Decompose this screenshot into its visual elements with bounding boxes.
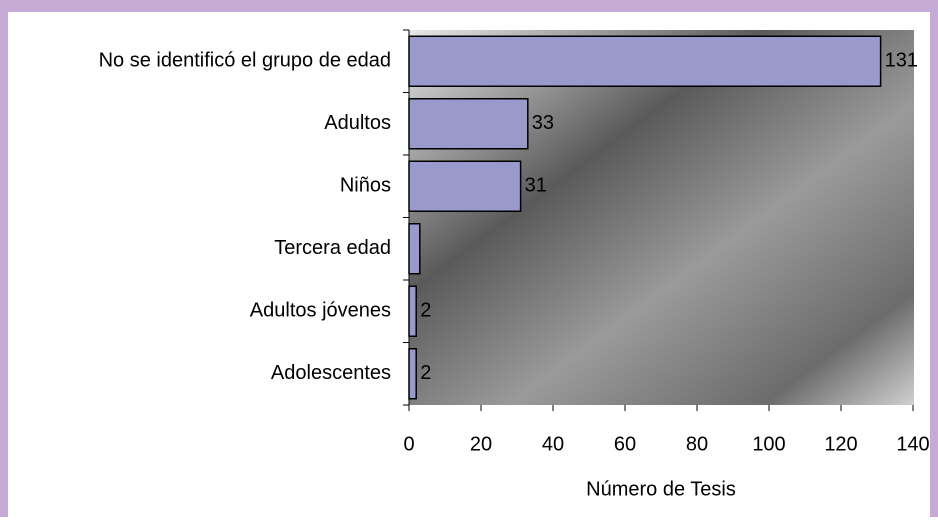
bar <box>408 285 417 337</box>
x-tick-label: 80 <box>686 433 708 455</box>
x-tick-label: 0 <box>403 433 414 455</box>
x-tick-label: 60 <box>614 433 636 455</box>
value-label: 31 <box>525 175 547 197</box>
value-label: 2 <box>420 362 431 384</box>
bar <box>408 35 882 87</box>
bar <box>408 160 522 212</box>
x-tick-label: 20 <box>470 433 492 455</box>
y-tick-label: No se identificó el grupo de edad <box>99 50 391 72</box>
value-label: 131 <box>885 50 918 72</box>
x-axis-title: Número de Tesis <box>586 478 736 500</box>
y-tick-label: Tercera edad <box>274 237 391 259</box>
y-tick-label: Adolescentes <box>271 362 391 384</box>
bar <box>408 348 417 400</box>
y-tick-label: Niños <box>340 175 391 197</box>
background-photo <box>409 30 914 405</box>
value-label: 2 <box>420 300 431 322</box>
value-label: 33 <box>532 112 554 134</box>
bar <box>408 223 421 275</box>
x-tick-label: 40 <box>542 433 564 455</box>
x-tick-label: 120 <box>824 433 857 455</box>
y-tick-label: Adultos <box>324 112 391 134</box>
y-tick-label: Adultos jóvenes <box>250 300 391 322</box>
bar <box>408 98 529 150</box>
x-tick-label: 140 <box>896 433 929 455</box>
x-tick-label: 100 <box>752 433 785 455</box>
